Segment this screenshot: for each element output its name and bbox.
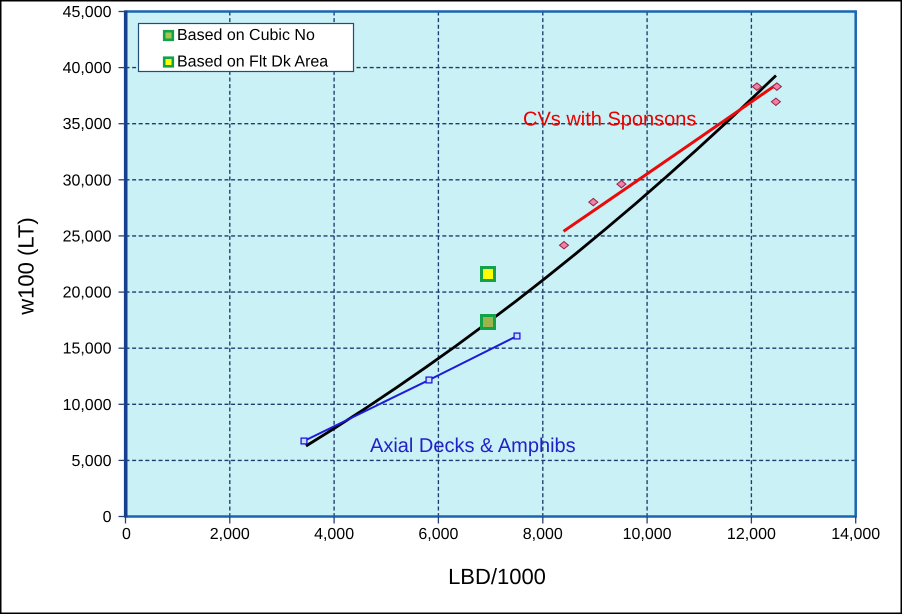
svg-text:Based on Flt Dk Area: Based on Flt Dk Area — [177, 54, 328, 71]
svg-text:10,000: 10,000 — [623, 526, 672, 543]
svg-text:0: 0 — [103, 509, 112, 526]
svg-text:LBD/1000: LBD/1000 — [448, 564, 546, 589]
svg-text:0: 0 — [122, 526, 131, 543]
svg-text:25,000: 25,000 — [63, 228, 112, 245]
svg-text:15,000: 15,000 — [63, 341, 112, 358]
svg-text:8,000: 8,000 — [523, 526, 563, 543]
svg-text:2,000: 2,000 — [210, 526, 250, 543]
svg-text:4,000: 4,000 — [314, 526, 354, 543]
svg-text:14,000: 14,000 — [831, 526, 880, 543]
svg-text:Axial Decks & Amphibs: Axial Decks & Amphibs — [370, 435, 576, 457]
svg-text:Based on Cubic No: Based on Cubic No — [177, 27, 315, 44]
svg-text:30,000: 30,000 — [63, 172, 112, 189]
svg-text:10,000: 10,000 — [63, 397, 112, 414]
svg-text:45,000: 45,000 — [63, 4, 112, 21]
svg-text:35,000: 35,000 — [63, 116, 112, 133]
svg-text:20,000: 20,000 — [63, 285, 112, 302]
svg-text:CVs with Sponsons: CVs with Sponsons — [523, 109, 696, 131]
svg-text:w100 (LT): w100 (LT) — [14, 217, 39, 315]
svg-text:5,000: 5,000 — [71, 453, 111, 470]
svg-text:6,000: 6,000 — [418, 526, 458, 543]
svg-text:40,000: 40,000 — [63, 60, 112, 77]
svg-text:12,000: 12,000 — [727, 526, 776, 543]
